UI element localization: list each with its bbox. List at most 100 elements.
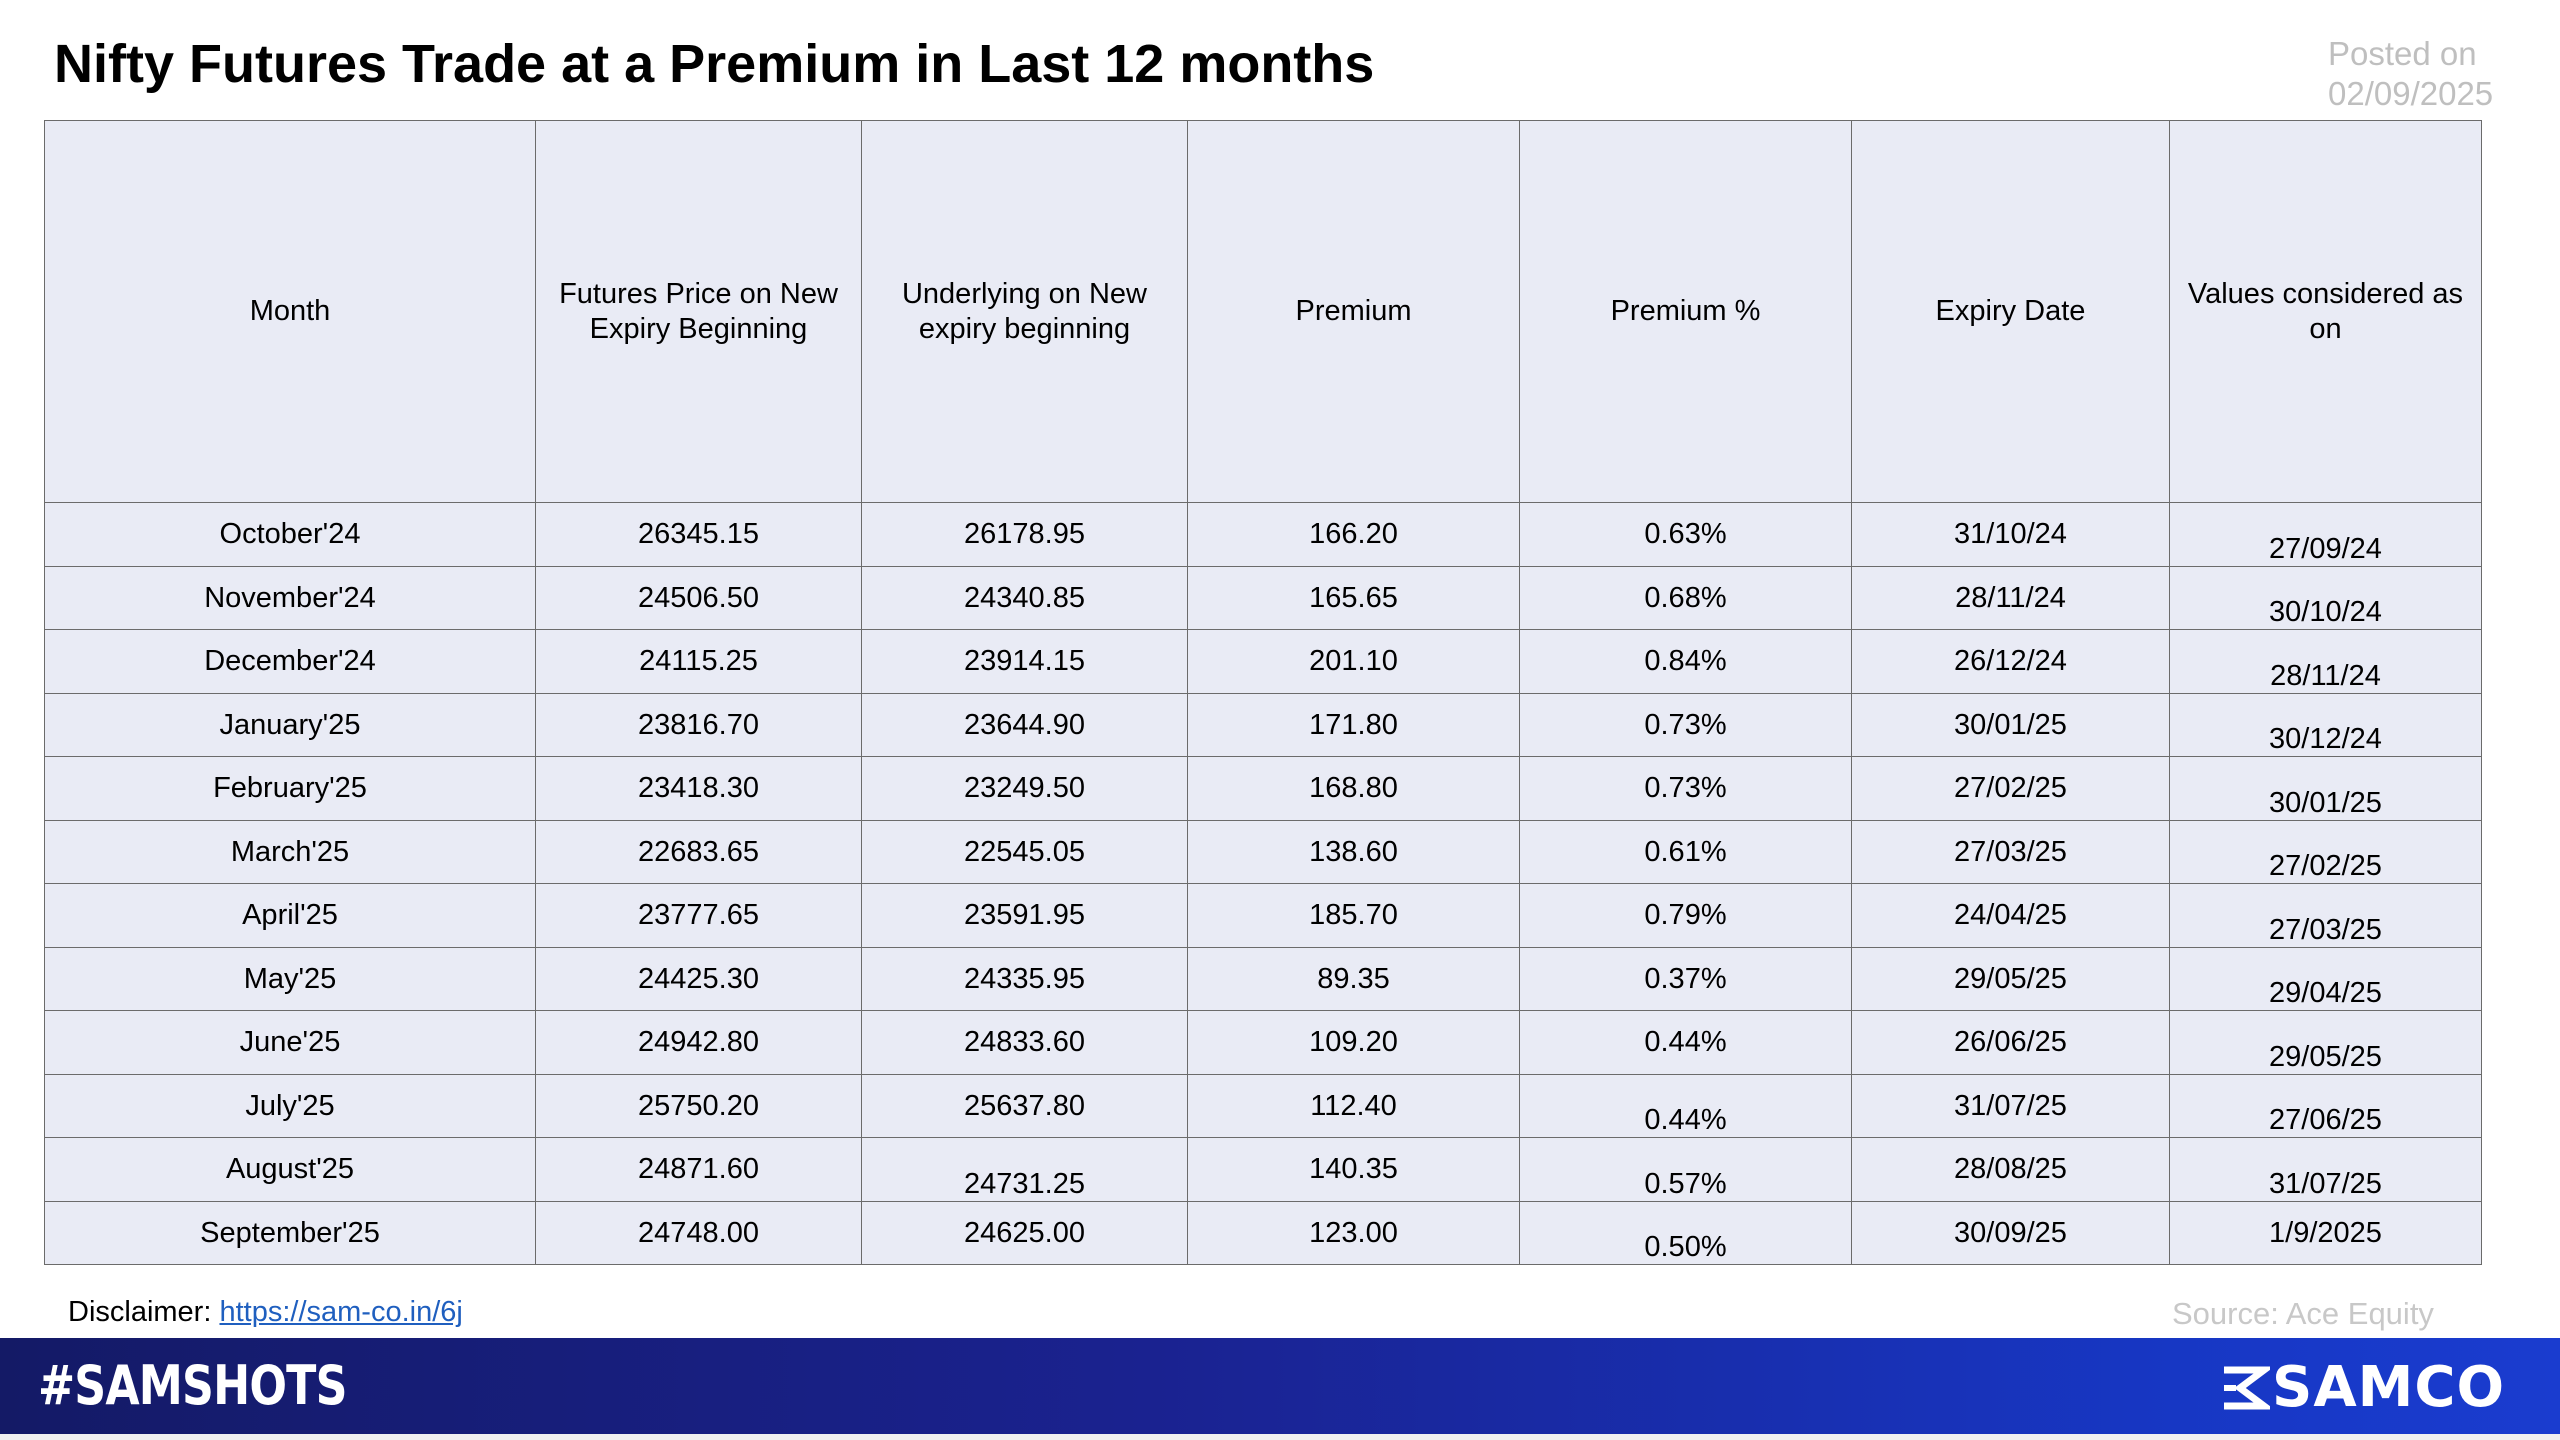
cell-futures-price: 26345.15 [535,502,862,567]
premium-table: Month Futures Price on New Expiry Beginn… [44,120,2482,1265]
cell-underlying: 24340.85 [861,565,1188,630]
cell-premium: 165.65 [1187,565,1520,630]
column-header-premium: Premium [1187,120,1520,503]
cell-underlying: 26178.95 [861,502,1188,567]
posted-date-value: 02/09/2025 [2328,75,2494,112]
cell-futures-price: 24748.00 [535,1200,862,1265]
column-header-month: Month [44,120,536,503]
table-row: February'25 23418.30 23249.50 168.80 0.7… [44,756,2482,821]
cell-underlying: 24731.25 [861,1137,1188,1202]
cell-expiry-date: 31/07/25 [1851,1073,2170,1138]
cell-futures-price: 24425.30 [535,946,862,1011]
samco-logo-icon [2218,1362,2270,1414]
cell-premium-percent: 0.73% [1519,692,1852,757]
cell-month: November'24 [44,565,536,630]
cell-values-considered: 1/9/2025 [2169,1200,2482,1265]
cell-premium-percent: 0.79% [1519,883,1852,948]
cell-premium: 140.35 [1187,1137,1520,1202]
cell-expiry-date: 28/08/25 [1851,1137,2170,1202]
cell-premium-percent: 0.84% [1519,629,1852,694]
cell-values-considered: 30/10/24 [2169,565,2482,630]
table-row: September'25 24748.00 24625.00 123.00 0.… [44,1200,2482,1265]
cell-premium-percent: 0.44% [1519,1073,1852,1138]
brand-name: SAMCO [2272,1355,2506,1420]
disclaimer: Disclaimer: https://sam-co.in/6j [68,1294,463,1330]
footer-banner: #SAMSHOTS SAMCO [0,1338,2560,1440]
cell-futures-price: 23816.70 [535,692,862,757]
posted-date: Posted on 02/09/2025 [2328,34,2493,114]
table-row: August'25 24871.60 24731.25 140.35 0.57%… [44,1137,2482,1202]
cell-expiry-date: 26/06/25 [1851,1010,2170,1075]
cell-expiry-date: 29/05/25 [1851,946,2170,1011]
cell-premium-percent: 0.50% [1519,1200,1852,1265]
cell-underlying: 24625.00 [861,1200,1188,1265]
cell-premium: 109.20 [1187,1010,1520,1075]
column-header-expiry-date: Expiry Date [1851,120,2170,503]
cell-underlying: 25637.80 [861,1073,1188,1138]
hashtag-label: #SAMSHOTS [38,1354,347,1417]
cell-premium: 112.40 [1187,1073,1520,1138]
disclaimer-link[interactable]: https://sam-co.in/6j [219,1296,463,1328]
cell-values-considered: 27/09/24 [2169,502,2482,567]
cell-futures-price: 24506.50 [535,565,862,630]
cell-futures-price: 22683.65 [535,819,862,884]
cell-expiry-date: 28/11/24 [1851,565,2170,630]
cell-month: April'25 [44,883,536,948]
column-header-underlying: Underlying on New expiry beginning [861,120,1188,503]
cell-month: May'25 [44,946,536,1011]
posted-label: Posted on [2328,35,2477,72]
cell-premium-percent: 0.73% [1519,756,1852,821]
cell-premium: 89.35 [1187,946,1520,1011]
cell-expiry-date: 26/12/24 [1851,629,2170,694]
cell-premium-percent: 0.57% [1519,1137,1852,1202]
cell-premium: 168.80 [1187,756,1520,821]
cell-underlying: 23914.15 [861,629,1188,694]
cell-premium: 201.10 [1187,629,1520,694]
cell-expiry-date: 27/02/25 [1851,756,2170,821]
cell-futures-price: 24942.80 [535,1010,862,1075]
table-row: July'25 25750.20 25637.80 112.40 0.44% 3… [44,1073,2482,1138]
cell-values-considered: 27/02/25 [2169,819,2482,884]
cell-futures-price: 23418.30 [535,756,862,821]
cell-underlying: 24335.95 [861,946,1188,1011]
cell-month: December'24 [44,629,536,694]
cell-premium: 185.70 [1187,883,1520,948]
cell-expiry-date: 31/10/24 [1851,502,2170,567]
table-row: January'25 23816.70 23644.90 171.80 0.73… [44,692,2482,757]
page-title: Nifty Futures Trade at a Premium in Last… [54,34,1375,94]
cell-premium: 123.00 [1187,1200,1520,1265]
column-header-premium-percent: Premium % [1519,120,1852,503]
cell-underlying: 23249.50 [861,756,1188,821]
cell-futures-price: 24115.25 [535,629,862,694]
cell-premium-percent: 0.37% [1519,946,1852,1011]
cell-expiry-date: 30/09/25 [1851,1200,2170,1265]
cell-premium-percent: 0.68% [1519,565,1852,630]
cell-month: March'25 [44,819,536,884]
cell-premium: 166.20 [1187,502,1520,567]
table-row: April'25 23777.65 23591.95 185.70 0.79% … [44,883,2482,948]
table-row: December'24 24115.25 23914.15 201.10 0.8… [44,629,2482,694]
table-row: November'24 24506.50 24340.85 165.65 0.6… [44,565,2482,630]
cell-values-considered: 28/11/24 [2169,629,2482,694]
column-header-futures-price: Futures Price on New Expiry Beginning [535,120,862,503]
cell-month: October'24 [44,502,536,567]
cell-futures-price: 24871.60 [535,1137,862,1202]
table-row: March'25 22683.65 22545.05 138.60 0.61% … [44,819,2482,884]
cell-month: July'25 [44,1073,536,1138]
cell-values-considered: 31/07/25 [2169,1137,2482,1202]
cell-values-considered: 30/01/25 [2169,756,2482,821]
cell-values-considered: 27/03/25 [2169,883,2482,948]
cell-premium-percent: 0.63% [1519,502,1852,567]
cell-premium: 171.80 [1187,692,1520,757]
cell-underlying: 23644.90 [861,692,1188,757]
cell-underlying: 22545.05 [861,819,1188,884]
source-note: Source: Ace Equity [2172,1296,2434,1331]
cell-month: February'25 [44,756,536,821]
cell-values-considered: 30/12/24 [2169,692,2482,757]
cell-month: January'25 [44,692,536,757]
cell-values-considered: 27/06/25 [2169,1073,2482,1138]
cell-expiry-date: 27/03/25 [1851,819,2170,884]
table-row: October'24 26345.15 26178.95 166.20 0.63… [44,502,2482,567]
cell-futures-price: 23777.65 [535,883,862,948]
cell-expiry-date: 24/04/25 [1851,883,2170,948]
